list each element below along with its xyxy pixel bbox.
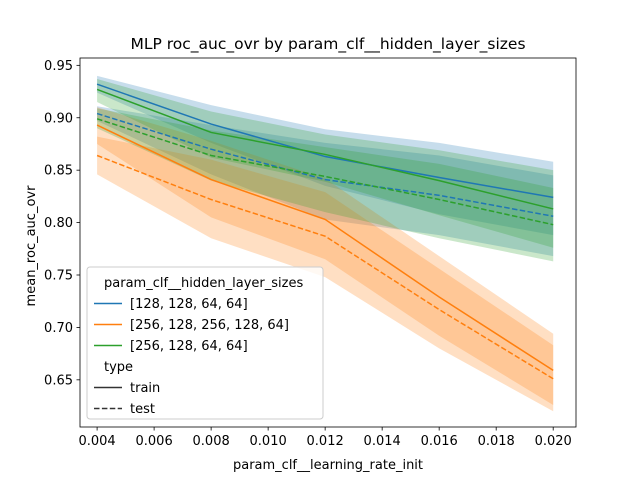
legend: param_clf__hidden_layer_sizes [128, 128, … [86, 266, 324, 420]
y-tick-label: 0.90 [44, 111, 73, 126]
legend-label-series-2: [256, 128, 64, 64] [130, 339, 248, 354]
legend-box [86, 266, 324, 420]
y-tick-label: 0.85 [44, 164, 73, 179]
confidence-bands [97, 75, 554, 412]
x-tick-label: 0.010 [250, 434, 287, 449]
chart-title: MLP roc_auc_ovr by param_clf__hidden_lay… [130, 35, 525, 54]
x-tick-label: 0.008 [193, 434, 230, 449]
x-tick-label: 0.014 [364, 434, 401, 449]
x-tick-label: 0.018 [478, 434, 515, 449]
y-axis-ticks: 0.65 0.70 0.75 0.80 0.85 0.90 0.95 [44, 59, 80, 388]
band-train-series-2 [97, 78, 554, 248]
legend-label-train: train [130, 381, 160, 396]
band-test-series-0 [97, 106, 554, 257]
line-test-series-2 [96, 118, 554, 226]
legend-label-series-0: [128, 128, 64, 64] [130, 297, 248, 312]
x-tick-label: 0.004 [78, 434, 115, 449]
y-tick-label: 0.65 [44, 373, 73, 388]
y-tick-label: 0.80 [44, 216, 73, 231]
band-test-series-1 [97, 136, 554, 412]
legend-label-test: test [130, 402, 155, 417]
y-tick-label: 0.75 [44, 268, 73, 283]
line-test-series-1 [96, 154, 554, 380]
y-tick-label: 0.70 [44, 321, 73, 336]
legend-style-title: type [104, 360, 133, 375]
band-test-series-2 [97, 108, 554, 262]
line-train-series-1 [96, 124, 554, 372]
x-axis-title: param_clf__learning_rate_init [233, 458, 423, 473]
y-tick-label: 0.95 [44, 59, 73, 74]
x-tick-label: 0.006 [136, 434, 173, 449]
line-train-series-0 [96, 83, 554, 199]
legend-hue-title: param_clf__hidden_layer_sizes [104, 276, 303, 291]
x-tick-label: 0.012 [307, 434, 344, 449]
line-train-series-2 [96, 88, 554, 210]
x-axis-ticks: 0.004 0.006 0.008 0.010 0.012 0.014 0.016 0.018… [78, 427, 572, 449]
band-train-series-1 [97, 107, 554, 405]
y-axis-title: mean_roc_auc_ovr [24, 185, 39, 307]
line-test-series-0 [96, 112, 554, 218]
x-tick-label: 0.016 [421, 434, 458, 449]
x-tick-label: 0.020 [535, 434, 572, 449]
plot-frame [79, 57, 577, 428]
series-lines [96, 83, 554, 380]
legend-label-series-1: [256, 128, 256, 128, 64] [130, 318, 289, 333]
